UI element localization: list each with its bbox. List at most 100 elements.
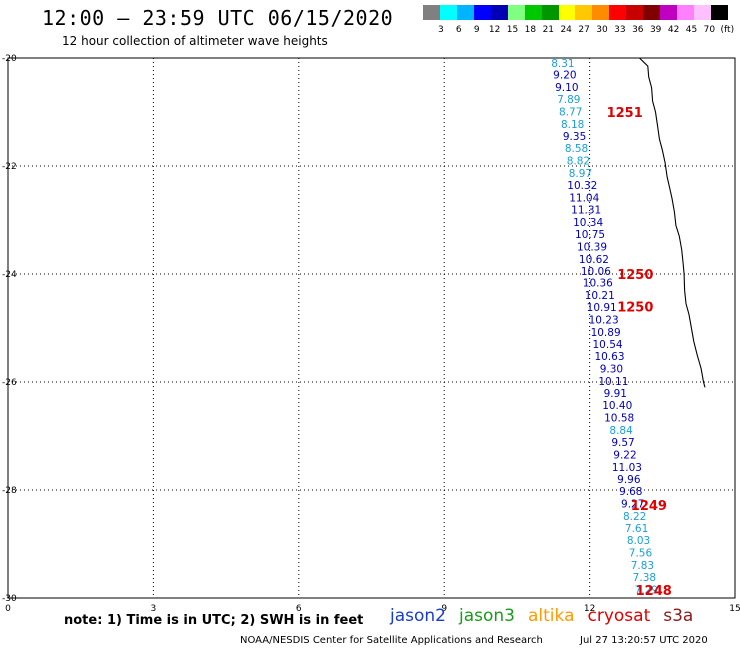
wave-height-color-scale: 3 6 9 12 15 18 21 24 27 30 33 36 39 42 45 70 (ft) [423,5,734,35]
color-swatch [643,5,661,20]
swh-value: 10.11 [598,376,628,388]
swh-value: 7.38 [633,572,656,584]
color-scale-label: 21 [542,25,555,35]
swh-value: 10.39 [577,241,607,253]
color-swatch [575,5,593,20]
swh-value: 8.82 [567,156,590,168]
swh-value: 8.22 [623,511,646,523]
color-scale-label: 45 [685,25,698,35]
color-swatch [423,5,440,20]
swh-value: 11.04 [569,192,599,204]
color-scale-label: 3 [438,25,444,35]
color-swatch [592,5,610,20]
satellite-legend-jason3: jason3 [459,606,515,626]
swh-value: 9.35 [563,131,586,143]
swh-value: 9.22 [613,449,636,461]
swh-value: 7.56 [629,548,653,560]
color-scale-label: 24 [560,25,572,35]
footer-note: note: 1) Time is in UTC; 2) SWH is in fe… [64,613,364,628]
swh-value: 10.75 [575,229,605,241]
color-swatch [507,5,525,20]
map-grid [7,57,736,599]
color-swatch [473,5,491,20]
y-tick-label: -26 [2,378,17,388]
y-tick-label: -20 [2,54,17,64]
color-swatch [609,5,627,20]
swh-value: 10.40 [602,400,632,412]
color-swatch [626,5,644,20]
color-swatch [558,5,576,20]
swh-value: 10.32 [567,180,597,192]
swh-value: 8.18 [561,119,584,131]
x-tick-label: 6 [296,604,302,614]
color-scale-label: 6 [455,25,462,35]
pass-time-label: 1251 [607,106,643,121]
color-swatch [694,5,711,20]
color-swatch [710,5,728,20]
swh-points: 8.319.209.107.898.778.189.358.588.828.97… [551,58,658,596]
color-scale-label: 9 [473,25,480,35]
color-swatch [541,5,559,20]
x-tick-label: 0 [5,604,11,614]
swh-value: 9.30 [600,364,623,376]
color-swatch [660,5,678,20]
color-scale-label: 27 [578,25,590,35]
color-scale-labels: 3 6 9 12 15 18 21 24 27 30 33 36 39 42 45 70 (ft) [423,25,740,37]
color-scale-label: 42 [667,25,680,35]
swh-value: 9.91 [604,388,627,400]
color-scale-label: 12 [488,25,501,35]
swh-value: 7.83 [631,560,654,572]
swh-value: 8.31 [551,58,574,70]
satellite-legend-jason2: jason2 [390,606,446,626]
swh-value: 10.91 [587,302,617,314]
color-scale-swatches [423,5,728,20]
swh-value: 9.20 [553,70,576,82]
swh-value: 7.89 [557,94,580,106]
y-tick-label: -28 [2,486,17,496]
pass-time-label: 1249 [631,499,667,514]
color-scale-label: 18 [524,25,537,35]
color-swatch [456,5,474,20]
swh-value: 9.57 [611,437,634,449]
swh-value: 9.68 [619,486,642,498]
color-scale-label: 15 [506,25,519,35]
swh-value: 10.36 [583,278,613,290]
swh-value: 7.61 [625,523,648,535]
credit-line: NOAA/NESDIS Center for Satellite Applica… [240,635,543,646]
color-swatch [677,5,694,20]
y-tick-label: -22 [2,162,17,172]
y-tick-label: -24 [2,270,17,280]
pass-time-label: 1250 [617,268,653,283]
swh-value: 10.54 [593,339,623,351]
page-subtitle: 12 hour collection of altimeter wave hei… [62,34,328,48]
swh-value: 10.63 [594,351,624,363]
x-tick-label: 3 [151,604,157,614]
color-scale-label: 30 [596,25,608,35]
swh-value: 10.34 [573,217,603,229]
swh-value: 10.62 [579,254,609,266]
x-tick-label: 9 [441,604,447,614]
swh-value: 7.29 [635,584,658,596]
swh-value: 9.27 [621,499,644,511]
swh-value: 8.03 [627,535,650,547]
color-scale-label: 33 [614,25,626,35]
map-frame [7,57,736,599]
satellite-legend-cryosat: cryosat [587,606,651,626]
swh-value: 8.84 [609,425,633,437]
axis-labels: 0 3 6 9 12 15 -20 -22 -24 -26 -28 -30 [2,54,740,614]
swh-value: 11.03 [612,462,642,474]
x-tick-label: 15 [729,604,740,614]
page-title: 12:00 – 23:59 UTC 06/15/2020 [42,6,394,30]
swh-value: 10.23 [589,314,619,326]
color-swatch [524,5,542,20]
swh-value: 9.10 [555,82,578,94]
swh-value: 10.06 [581,266,611,278]
swh-value: 8.58 [565,143,588,155]
swh-value: 8.97 [569,168,592,180]
swh-value: 11.31 [571,205,601,217]
satellite-legend-altika: altika [528,606,575,626]
time-labels: 1251 1250 1250 1249 1248 [607,106,672,599]
color-swatch [490,5,508,20]
color-swatch [439,5,457,20]
color-scale-label: (ft) [720,25,735,35]
